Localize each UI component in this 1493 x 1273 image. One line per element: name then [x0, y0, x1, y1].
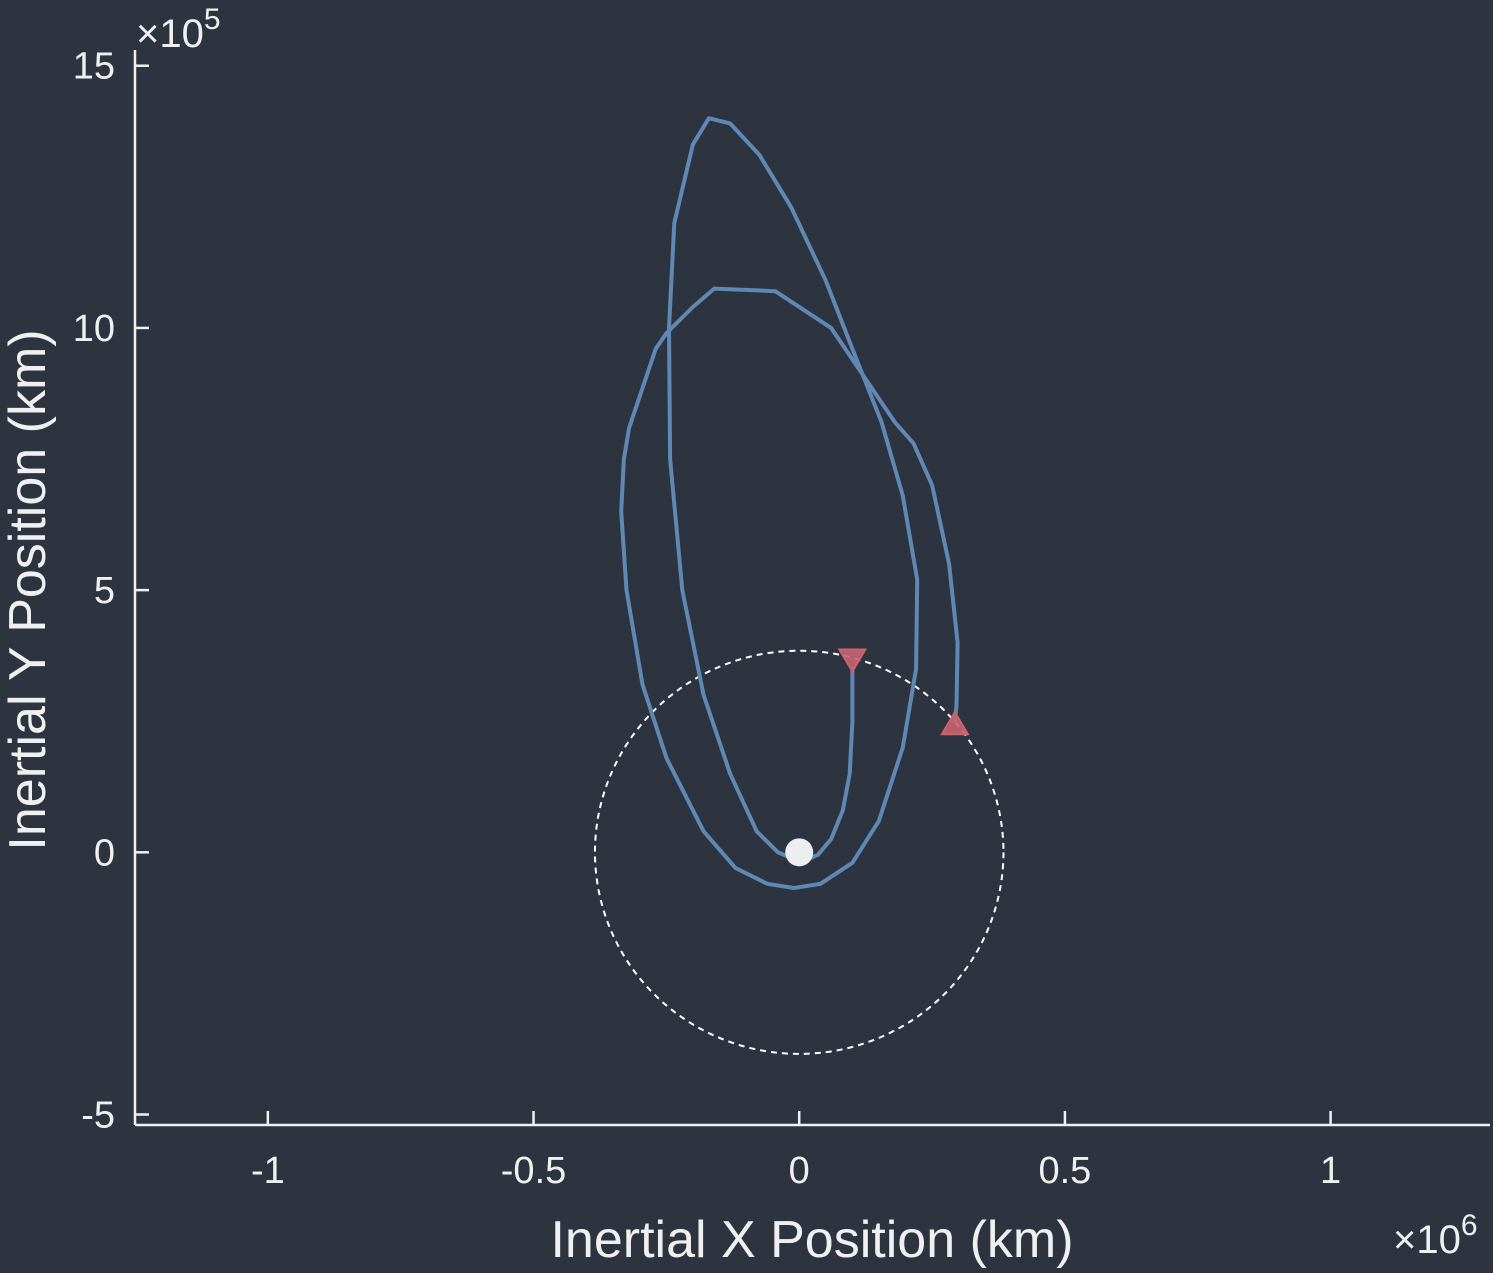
central-body	[785, 838, 814, 867]
y-exponent-label: ×105	[136, 3, 221, 56]
x-axis-title: Inertial X Position (km)	[550, 1211, 1073, 1269]
y-tick-label: 10	[73, 308, 115, 350]
end-marker	[940, 710, 970, 736]
y-axis-title: Inertial Y Position (km)	[0, 329, 57, 850]
x-tick-label: 0.5	[1038, 1150, 1091, 1192]
axes	[133, 50, 1490, 1127]
marker-layer	[785, 648, 970, 867]
y-tick-label: -5	[81, 1095, 115, 1137]
orbit-circle	[593, 649, 1005, 1055]
x-exponent-base: ×10	[1393, 1218, 1461, 1262]
orbit-circle-layer	[593, 649, 1005, 1055]
x-tick-label: 1	[1320, 1150, 1341, 1192]
plot-area	[593, 116, 1005, 1055]
x-tick-label: -0.5	[501, 1150, 566, 1192]
trajectory-line	[619, 116, 960, 890]
x-tick-label: -1	[251, 1150, 285, 1192]
start-marker	[837, 648, 868, 674]
x-ticks: -1 -0.5 0 0.5 1	[251, 1111, 1341, 1192]
y-tick-label: 5	[94, 570, 115, 612]
y-exponent-base: ×10	[136, 12, 204, 56]
y-ticks: -5 0 5 10 15	[73, 46, 149, 1137]
y-tick-label: 0	[94, 832, 115, 874]
x-exponent-label: ×106	[1393, 1209, 1478, 1262]
x-tick-label: 0	[789, 1150, 810, 1192]
y-exponent-power: 5	[204, 3, 221, 36]
trajectory-layer	[619, 116, 960, 890]
y-tick-label: 15	[73, 46, 115, 88]
x-exponent-power: 6	[1461, 1209, 1478, 1242]
